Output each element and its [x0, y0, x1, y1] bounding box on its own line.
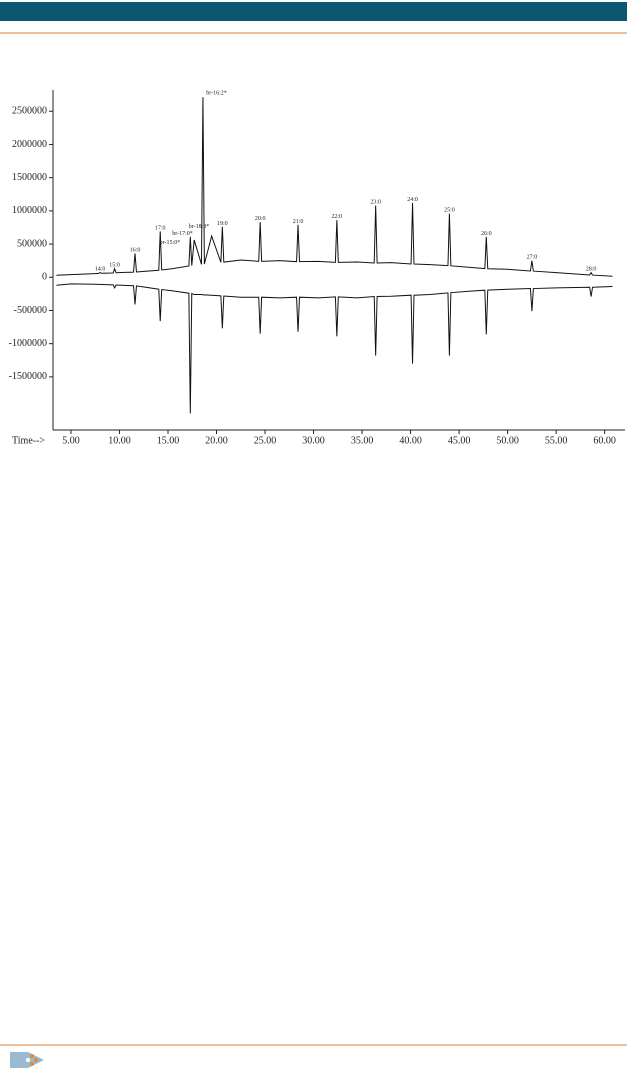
trace [56, 283, 613, 414]
y-tick-label: -1500000 [9, 371, 47, 382]
peak-label: 26:0 [481, 231, 492, 237]
peak-label: br-15:0* [160, 240, 181, 246]
x-tick-label: 20.00 [205, 435, 228, 446]
y-tick-label: 0 [42, 272, 47, 283]
peak-label: br-17:0* [172, 231, 193, 237]
x-tick-label: 40.00 [399, 435, 422, 446]
y-tick-label: 500000 [17, 238, 47, 249]
x-tick-label: 45.00 [448, 435, 471, 446]
peak-label: 22:0 [332, 214, 343, 220]
y-tick-label: 2500000 [12, 106, 47, 117]
x-tick-label: 55.00 [545, 435, 568, 446]
x-tick-label: 30.00 [302, 435, 325, 446]
peak-label: br-16:2* [206, 91, 227, 97]
peak-label: 21:0 [293, 219, 304, 225]
y-tick-label: 2000000 [12, 139, 47, 150]
x-tick-label: 50.00 [496, 435, 519, 446]
x-axis-label: Time--> [12, 435, 45, 446]
footer-logo [10, 1052, 44, 1068]
y-tick-label: -500000 [14, 305, 47, 316]
x-tick-label: 35.00 [351, 435, 374, 446]
x-tick-label: 10.00 [108, 435, 131, 446]
x-tick-label: 15.00 [157, 435, 180, 446]
x-tick-label: 60.00 [593, 435, 616, 446]
peak-label: 20:0 [255, 216, 266, 222]
peak-label: 23:0 [370, 200, 381, 206]
x-tick-label: 5.00 [62, 435, 80, 446]
y-tick-label: -1000000 [9, 338, 47, 349]
peak-label: 25:0 [444, 208, 455, 214]
x-tick-label: 25.00 [254, 435, 277, 446]
y-tick-label: 1500000 [12, 172, 47, 183]
peak-label: 19:0 [217, 221, 228, 227]
peak-label: 16:0 [130, 247, 141, 253]
peak-label: br-18:0* [189, 224, 210, 230]
peak-label: 15:0 [109, 263, 120, 269]
peak-label: 17:0 [155, 226, 166, 232]
header-bar [0, 2, 627, 21]
peak-label: 24:0 [407, 197, 418, 203]
trace [56, 97, 613, 277]
y-tick-label: 1000000 [12, 205, 47, 216]
peak-label: 14:0 [95, 267, 106, 273]
peak-label: 27:0 [527, 255, 538, 261]
chromatogram: Time--> 2500000 2000000 1500000 1000000 5000… [9, 90, 625, 446]
peak-label: 28:0 [586, 267, 597, 273]
